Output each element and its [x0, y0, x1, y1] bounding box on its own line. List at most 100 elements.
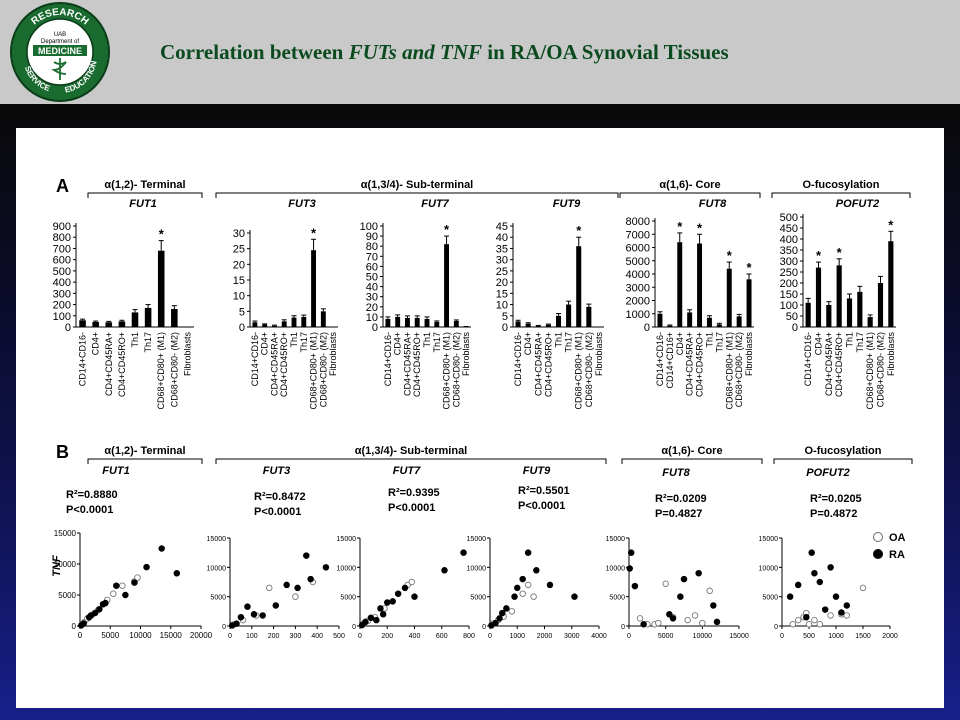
- bar: [706, 317, 712, 327]
- bar: [453, 320, 459, 327]
- bar: [301, 316, 307, 327]
- bar: [566, 304, 572, 327]
- oa-point: [524, 581, 532, 589]
- y-tick-label: 25: [233, 244, 245, 256]
- y-tick-label: 2000: [626, 296, 650, 308]
- ra-point: [259, 612, 266, 619]
- bar: [826, 305, 832, 327]
- y-tick-label: 150: [780, 289, 798, 301]
- ra-point: [173, 570, 181, 577]
- y-tick-label: 10000: [759, 565, 779, 572]
- x-tick-label: 15000: [729, 633, 749, 640]
- x-tick-label: 1000: [828, 633, 844, 640]
- x-tick-label: 100: [246, 633, 258, 640]
- x-tick-label: 600: [436, 633, 448, 640]
- panel-a-label: A: [56, 176, 69, 196]
- bar: [697, 243, 703, 327]
- scatter-chart-title: FUT9: [523, 465, 551, 477]
- oa-point: [662, 580, 669, 588]
- x-category-label: Fibroblasts: [744, 332, 754, 377]
- p-value-label: P<0.0001: [518, 500, 565, 512]
- oa-point: [691, 612, 699, 619]
- bar: [535, 325, 541, 327]
- y-tick-label: 7000: [626, 229, 650, 241]
- bar: [463, 325, 469, 327]
- bar: [414, 317, 420, 327]
- bar: [262, 324, 268, 327]
- scatter-chart-title: FUT7: [393, 465, 421, 477]
- significance-marker: *: [747, 260, 753, 275]
- y-tick-label: 200: [53, 300, 71, 312]
- oa-point: [789, 620, 797, 628]
- bar: [281, 321, 287, 327]
- x-tick-label: 1000: [509, 633, 525, 640]
- bar-chart-fut3: FUT3 0 5 10 15 20 25 30 CD14+CD16- CD4+ CD4+CD45RA…: [233, 198, 338, 410]
- y-tick-label: 5: [502, 311, 508, 323]
- oa-point: [706, 587, 713, 595]
- x-category-label: Fibroblasts: [461, 332, 471, 377]
- x-tick-label: 5000: [101, 631, 119, 640]
- x-tick-label: 200: [268, 633, 280, 640]
- ra-point: [794, 581, 802, 589]
- bar: [395, 316, 401, 327]
- ra-point: [533, 567, 540, 574]
- bar: [555, 315, 562, 327]
- scatter-chart-title: FUT8: [662, 467, 690, 479]
- ra-point: [519, 575, 526, 583]
- x-category-label: Th1: [554, 332, 564, 348]
- ra-point: [143, 563, 150, 571]
- bar-chart-title: FUT1: [129, 198, 157, 210]
- bar: [667, 325, 673, 327]
- r-squared-label: R²=0.8880: [66, 489, 118, 501]
- bar-chart-title: FUT7: [421, 198, 449, 210]
- panel-b-group-label-1: α(1,3/4)- Sub-terminal: [355, 445, 468, 457]
- ra-point: [233, 620, 240, 627]
- ra-point: [389, 598, 396, 605]
- y-tick-label: 80: [366, 241, 378, 253]
- y-tick-label: 15: [233, 275, 245, 287]
- x-category-label: CD68+CD80- (M2): [876, 332, 886, 407]
- bar: [424, 318, 430, 327]
- x-category-label: CD4+CD45RO+: [117, 332, 127, 397]
- y-tick-label: 20: [366, 302, 378, 314]
- oa-point: [508, 608, 516, 615]
- x-tick-label: 4000: [591, 633, 607, 640]
- x-category-label: CD68+CD80+ (M1): [574, 332, 584, 410]
- bar: [586, 306, 592, 327]
- bar: [320, 311, 326, 327]
- tnf-axis-label: TNF: [51, 555, 63, 577]
- oa-point: [816, 620, 824, 628]
- x-category-label: CD68+CD80+ (M1): [309, 332, 319, 410]
- scatter-chart-pofut2: POFUT2 R²=0.0205 P=0.4872 0 5000 10000 15000 0 5…: [759, 467, 898, 640]
- y-tick-label: 10: [496, 300, 508, 312]
- ra-point: [102, 599, 109, 607]
- y-tick-label: 0: [65, 322, 71, 334]
- ra-point: [377, 605, 384, 612]
- x-category-label: CD4+CD45RA+: [685, 332, 695, 396]
- panel-a-group-bracket-0: [87, 192, 203, 198]
- x-category-label: CD68+CD80- (M2): [584, 332, 594, 407]
- y-tick-label: 20: [233, 259, 245, 271]
- y-tick-label: 350: [780, 245, 798, 257]
- ra-point: [492, 619, 499, 627]
- bar-chart-title: FUT3: [288, 198, 316, 210]
- oa-point: [636, 615, 644, 622]
- y-tick-label: 6000: [626, 243, 650, 255]
- significance-marker: *: [727, 248, 733, 263]
- panel-a-group-label-0: α(1,2)- Terminal: [104, 179, 185, 191]
- panel-b-group-label-0: α(1,2)- Terminal: [104, 445, 185, 457]
- significance-marker: *: [444, 222, 450, 237]
- x-tick-label: 400: [409, 633, 421, 640]
- y-tick-label: 50: [786, 311, 798, 323]
- bar: [157, 250, 165, 327]
- ra-point: [503, 605, 510, 612]
- y-tick-label: 15000: [207, 536, 227, 543]
- uab-medicine-logo: RESEARCH SERVICE EDUCATION UAB Departmen…: [10, 2, 110, 102]
- scatter-chart-title: FUT3: [263, 465, 291, 477]
- bar: [867, 317, 873, 327]
- ra-point: [303, 552, 310, 559]
- ra-point: [811, 569, 818, 577]
- bar: [687, 312, 693, 327]
